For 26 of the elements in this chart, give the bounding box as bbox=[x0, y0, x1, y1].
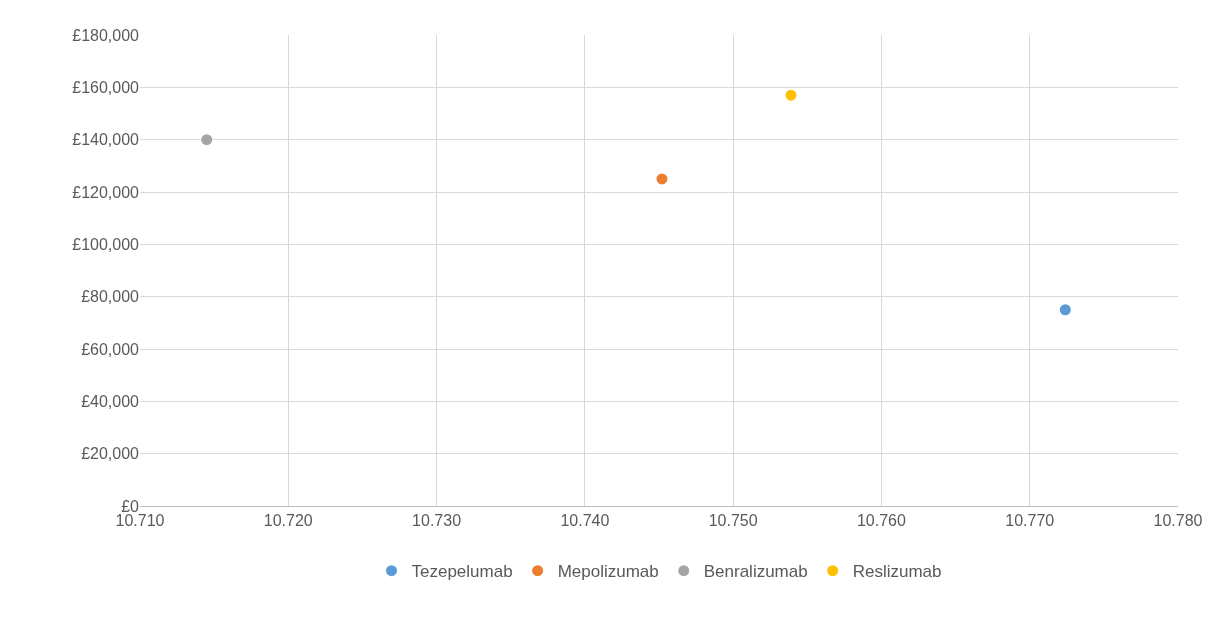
legend-label: Mepolizumab bbox=[557, 562, 659, 582]
y-tick-label: £60,000 bbox=[81, 340, 140, 358]
x-tick-label: 10.760 bbox=[856, 512, 906, 530]
point bbox=[785, 89, 797, 101]
point bbox=[1059, 304, 1071, 316]
legend-label: Benralizumab bbox=[703, 562, 808, 582]
x-tick-label: 10.710 bbox=[115, 512, 165, 530]
y-tick-label: £20,000 bbox=[81, 445, 140, 463]
legend-label: Reslizumab bbox=[852, 562, 942, 582]
y-tick-label: £0 bbox=[121, 497, 140, 515]
x-tick-label: 10.770 bbox=[1005, 512, 1055, 530]
x-tick-label: 10.750 bbox=[708, 512, 758, 530]
y-tick-label: £140,000 bbox=[72, 131, 140, 149]
y-tick-label: £80,000 bbox=[81, 288, 140, 306]
point bbox=[656, 173, 668, 185]
x-tick-label: 10.730 bbox=[412, 512, 462, 530]
x-tick-label: 10.780 bbox=[1153, 512, 1203, 530]
y-tick-label: £100,000 bbox=[72, 235, 140, 253]
y-tick-label: £180,000 bbox=[72, 26, 140, 44]
x-tick-label: 10.740 bbox=[560, 512, 610, 530]
y-tick-label: £40,000 bbox=[81, 392, 140, 410]
y-tick-label: £120,000 bbox=[72, 183, 140, 201]
y-tick-label: £160,000 bbox=[72, 78, 140, 96]
x-tick-label: 10.720 bbox=[263, 512, 313, 530]
legend-label: Tezepelumab bbox=[411, 562, 513, 582]
point bbox=[201, 134, 213, 146]
